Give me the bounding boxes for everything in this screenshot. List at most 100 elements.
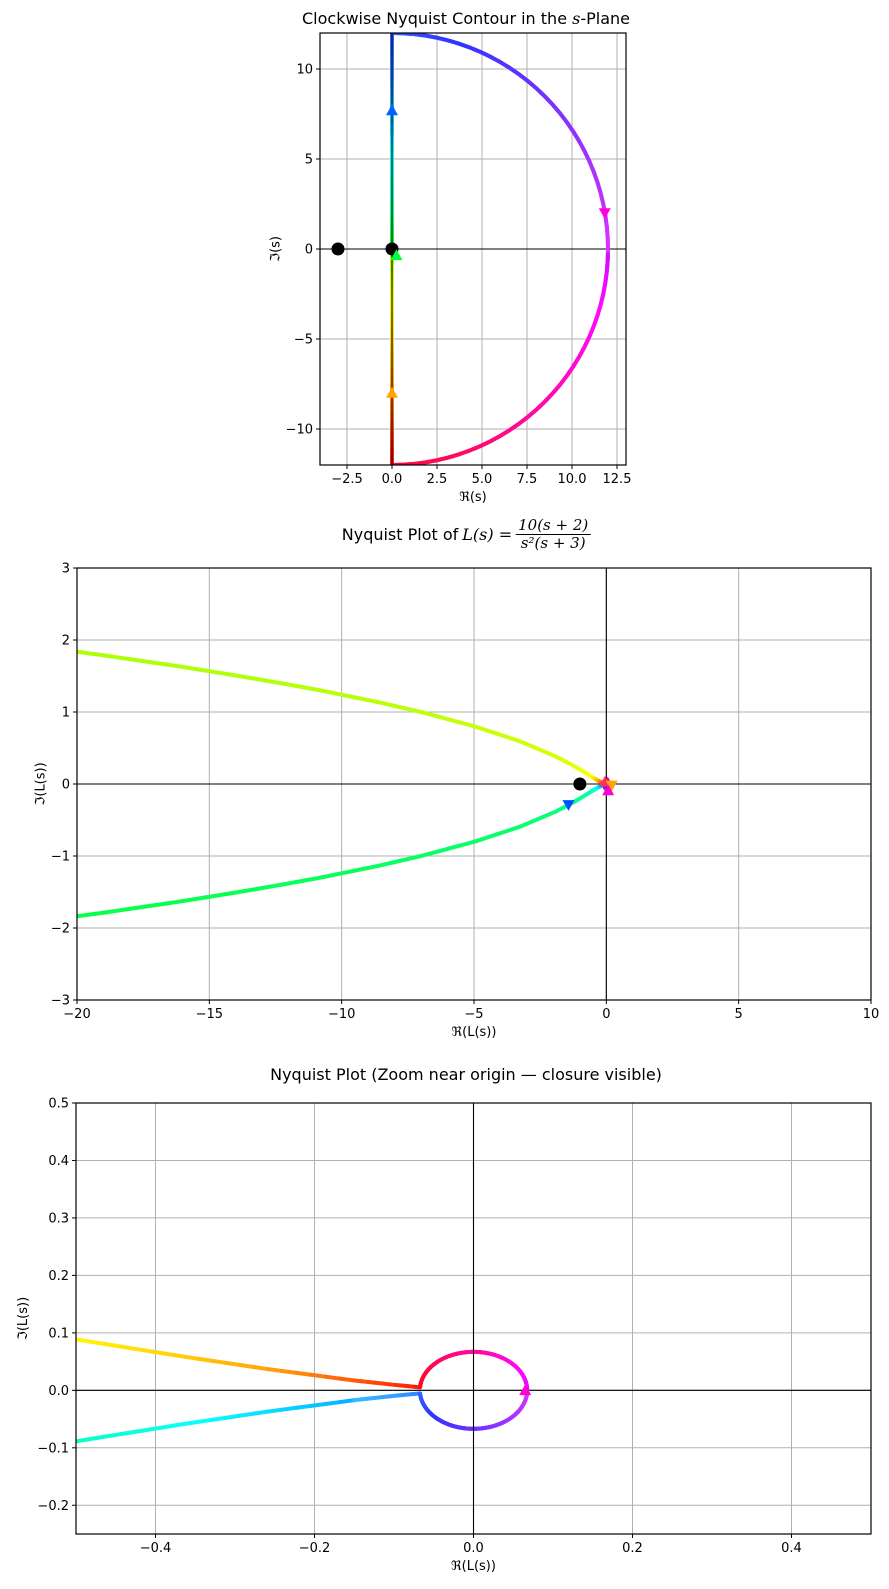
y-tick-label: −0.2 (37, 1499, 69, 1514)
curve-segment (141, 903, 158, 909)
curve-segment (265, 1367, 285, 1373)
curve-segment (92, 652, 109, 658)
y-tick-label: −2 (51, 922, 70, 937)
curve-segment (80, 650, 97, 657)
y-tick-label: 0.0 (48, 1384, 69, 1399)
y-tick-label: 0 (305, 243, 313, 258)
y-axis-label: ℑ(s) (268, 236, 283, 262)
y-tick-label: 3 (62, 562, 70, 577)
x-tick-label: −5 (464, 1007, 483, 1022)
curve-segment (237, 1411, 256, 1418)
x-tick-label: 0.4 (781, 1541, 802, 1556)
curve-segment (294, 1370, 314, 1377)
y-tick-label: 0.3 (48, 1211, 69, 1226)
curve-segment (77, 649, 85, 655)
x-axis-label: ℜ(L(s)) (452, 1025, 497, 1040)
curve-segment (165, 662, 182, 669)
plot-area (390, 33, 610, 465)
s-plane-title: Clockwise Nyquist Contour in the s-Plane (302, 9, 630, 28)
curve-segment (265, 1407, 285, 1414)
x-tick-label: 2.5 (427, 472, 448, 487)
curve-segment (309, 1401, 328, 1408)
x-tick-label: 0.0 (463, 1541, 484, 1556)
nyquist-zoom-title: Nyquist Plot (Zoom near origin — closure… (270, 1065, 662, 1084)
curve-segment (77, 913, 85, 919)
y-axis-label: ℑ(L(s)) (34, 762, 49, 805)
direction-arrow-marker (390, 249, 403, 261)
s-plane-axes: −2.5 0.0 2.5 5.0 7.5 10.0 12.5 −10 −5 0 5 10 ℜ(s) ℑ(s… (268, 32, 632, 505)
nyquist-full-title: Nyquist Plot of L(s) = 10(s + 2) s²(s + … (341, 516, 591, 552)
y-tick-label: 2 (62, 634, 70, 649)
curve-segment (280, 1368, 299, 1375)
curve-segment (153, 901, 170, 908)
axes-frame (76, 567, 872, 1001)
y-tick-label: −10 (286, 423, 313, 438)
curve-segment (46, 919, 58, 921)
y-tick-label: 0.4 (48, 1154, 69, 1169)
x-tick-label: 7.5 (517, 472, 538, 487)
x-tick-label: 0.0 (382, 472, 403, 487)
curve-segment (34, 920, 46, 922)
x-tick-label: 5 (735, 1007, 743, 1022)
pole-marker (573, 777, 587, 791)
curve-segment (165, 899, 182, 906)
y-tick-label: 0.2 (48, 1269, 69, 1284)
y-tick-label: −0.1 (37, 1441, 69, 1456)
y-axis-label: ℑ(L(s)) (16, 1297, 31, 1340)
curve-segment (0, 1448, 36, 1456)
curve-segment (129, 657, 146, 664)
x-tick-label: 12.5 (603, 472, 632, 487)
curve-segment (337, 1398, 357, 1405)
curve-segment (92, 910, 109, 916)
direction-arrow-marker (598, 208, 611, 219)
curve-segment (223, 1413, 242, 1420)
curve-segment (181, 1420, 200, 1427)
direction-arrow-marker (386, 387, 398, 398)
nyquist-zoom-axes: −0.4 −0.2 0.0 0.2 0.4 −0.2 −0.1 0.0 0.1 0.2 0.3 0.4… (0, 1097, 872, 1574)
x-tick-label: −20 (63, 1007, 90, 1022)
direction-arrow-marker (562, 800, 575, 811)
curve-segment (36, 1333, 42, 1334)
curve-segment (251, 1409, 270, 1416)
curve-segment (80, 911, 97, 918)
x-tick-label: −10 (328, 1007, 355, 1022)
x-tick-label: −0.4 (140, 1541, 172, 1556)
y-tick-label: −1 (51, 850, 70, 865)
curve-segment (323, 1400, 342, 1406)
y-tick-label: 1 (62, 706, 70, 721)
x-tick-label: −15 (196, 1007, 223, 1022)
curve-segment (58, 917, 70, 919)
curve-segment (116, 906, 134, 913)
axes-frame (75, 1102, 872, 1535)
y-tick-label: 5 (305, 153, 313, 168)
pole-marker (331, 242, 345, 256)
y-tick-label: −3 (51, 994, 70, 1009)
x-axis-label: ℜ(L(s)) (451, 1559, 496, 1574)
x-tick-label: −0.2 (299, 1541, 331, 1556)
x-tick-label: −2.5 (331, 472, 363, 487)
curve-segment (209, 1415, 228, 1422)
y-tick-label: 10 (296, 63, 313, 78)
curve-segment (116, 655, 134, 662)
curve-segment (251, 1364, 270, 1372)
curve-segment (195, 1356, 214, 1363)
curve-segment (209, 1358, 228, 1365)
curve-segment (104, 908, 121, 915)
curve-segment (34, 646, 46, 648)
curve-segment (46, 648, 58, 650)
x-tick-label: 10.0 (558, 472, 587, 487)
y-tick-label: 0 (62, 778, 70, 793)
x-tick-label: 5.0 (472, 472, 493, 487)
x-tick-label: 0 (602, 1007, 610, 1022)
curve-segment (58, 649, 70, 651)
transfer-function-fraction: 10(s + 2) s²(s + 3) (516, 516, 591, 552)
curve-segment (280, 1405, 299, 1412)
y-tick-label: 0.5 (48, 1097, 69, 1112)
axes-frame (319, 32, 627, 466)
curve-segment (323, 1374, 342, 1381)
y-tick-label: −5 (294, 333, 313, 348)
curve-segment (309, 1372, 328, 1379)
direction-arrow-marker (386, 104, 398, 116)
x-tick-label: 10 (863, 1007, 880, 1022)
